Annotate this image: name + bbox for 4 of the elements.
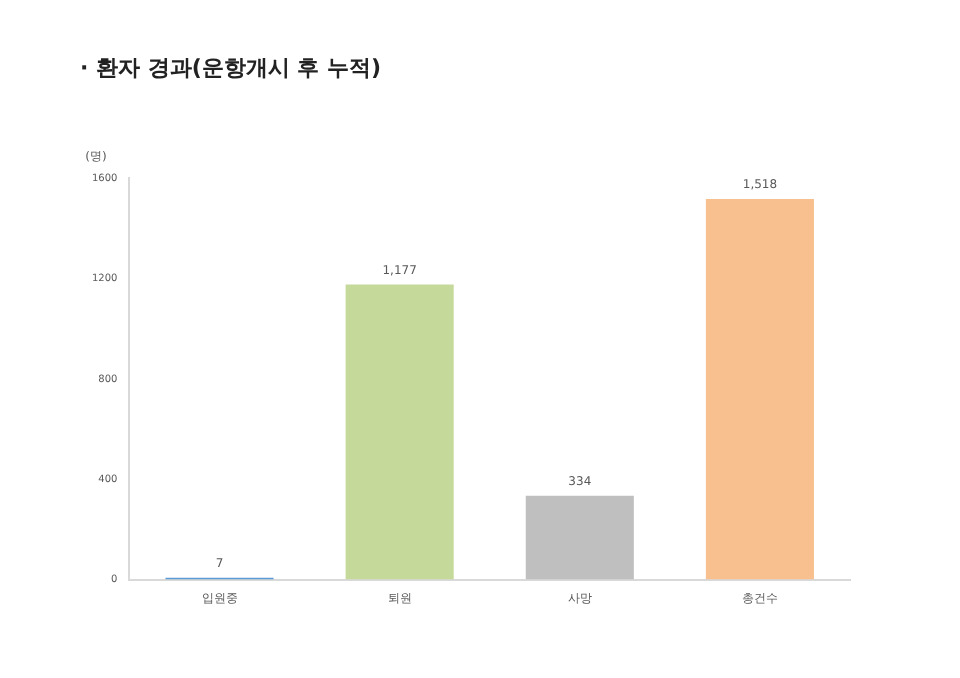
bar bbox=[705, 198, 814, 580]
bar bbox=[525, 495, 634, 580]
bar bbox=[345, 284, 454, 580]
chart-title: · 환자 경과(운항개시 후 누적) bbox=[80, 54, 382, 81]
